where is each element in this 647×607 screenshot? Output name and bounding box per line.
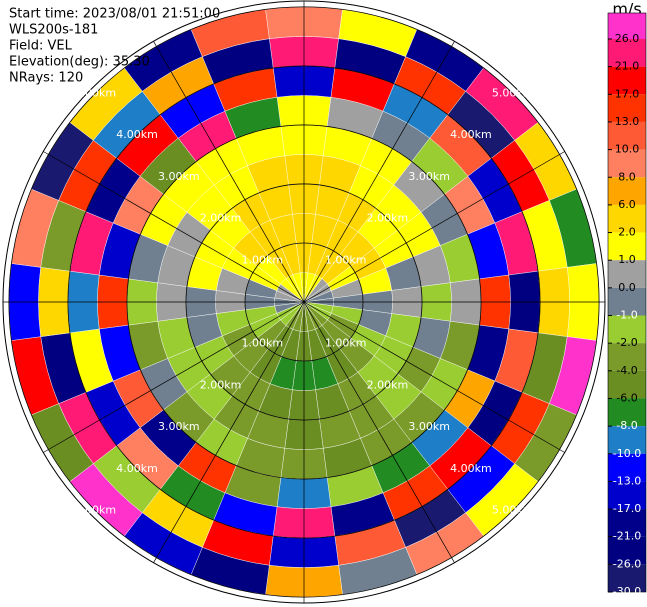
info-line: Field: VEL [9, 39, 73, 54]
range-ring [244, 242, 364, 362]
colorbar-tick-label: -4.0 [616, 364, 637, 377]
colorbar-tick-label: -8.0 [616, 419, 637, 432]
colorbar-segment [608, 315, 646, 344]
colorbar-segment [608, 13, 646, 39]
colorbar-segment [608, 260, 646, 288]
colorbar-segment [608, 287, 646, 316]
colorbar-tick-label: -26.0 [613, 557, 641, 570]
colorbar-segment [608, 536, 646, 565]
colorbar-tick-label: 10.0 [615, 143, 640, 156]
colorbar-segment [608, 453, 646, 482]
colorbar-segment [608, 94, 646, 122]
colorbar-segment [608, 343, 646, 371]
colorbar-tick-label: 1.0 [618, 253, 636, 266]
colorbar-tick-label: -2.0 [616, 336, 637, 349]
range-label: 2.00km [367, 378, 409, 391]
info-line: WLS200s-181 [9, 23, 98, 38]
colorbar-segment [608, 370, 646, 399]
range-label: 4.00km [116, 462, 158, 475]
range-label: 5.00km [492, 86, 534, 99]
colorbar-tick-label: 17.0 [615, 87, 640, 100]
colorbar-segment [608, 149, 646, 178]
colorbar-segment [608, 66, 646, 95]
range-label: 1.00km [325, 337, 367, 350]
range-label: 1.00km [325, 253, 367, 266]
colorbar-tick-label: -17.0 [613, 502, 641, 515]
colorbar-tick-label: 6.0 [618, 198, 636, 211]
range-label: 4.00km [450, 462, 492, 475]
range-label: 5.00km [492, 504, 534, 517]
colorbar-tick-label: -30.0 [613, 585, 641, 598]
colorbar-segment [608, 426, 646, 454]
colorbar-tick-label: -10.0 [613, 447, 641, 460]
range-label: 3.00km [408, 170, 450, 183]
colorbar-tick-label: 21.0 [615, 60, 640, 73]
colorbar-segment [608, 39, 646, 67]
colorbar-segment [608, 398, 646, 427]
range-label: 1.00km [241, 253, 283, 266]
colorbar-frame [607, 12, 647, 593]
overlay: 1.00km 1.00km 1.00km 1.00km 2.00km 2.00km 2.00… [2, 0, 606, 604]
colorbar-tick-label: 0.0 [618, 281, 636, 294]
info-line: NRays: 120 [9, 71, 83, 86]
colorbar-segment [608, 509, 646, 537]
radar-cells [8, 6, 600, 598]
range-label: 5.00km [75, 504, 117, 517]
range-label: 2.00km [367, 212, 409, 225]
range-label: 3.00km [408, 420, 450, 433]
range-label: 5.00km [75, 86, 117, 99]
range-label: 3.00km [158, 420, 200, 433]
colorbar-segment [608, 481, 646, 510]
colorbar-tick-label: 26.0 [615, 32, 640, 45]
info-line: Start time: 2023/08/01 21:51:00 [9, 7, 220, 22]
spoke [153, 41, 455, 563]
colorbar-tick-label: -21.0 [613, 530, 641, 543]
range-ring [126, 124, 482, 480]
colorbar-segment [608, 177, 646, 205]
colorbar-segment [608, 204, 646, 233]
info-line: Elevation(deg): 35.30 [9, 55, 150, 70]
colorbar-tick-label: -1.0 [616, 309, 637, 322]
colorbar-segment [608, 564, 646, 592]
range-label: 2.00km [200, 378, 242, 391]
range-label: 2.00km [200, 212, 242, 225]
info: Start time: 2023/08/01 21:51:00WLS200s-1… [9, 7, 220, 86]
colorbar-segment [608, 121, 646, 150]
colorbar-tick-label: -6.0 [616, 391, 637, 404]
colorbar-tick-label: 8.0 [618, 170, 636, 183]
range-ring [185, 183, 423, 421]
colorbar-tick-label: 2.0 [618, 226, 636, 239]
range-label: 4.00km [450, 128, 492, 141]
colorbar: m/s26.021.017.013.010.08.06.02.01.00.0-1… [607, 0, 647, 598]
range-label: 4.00km [116, 128, 158, 141]
range-label: 1.00km [241, 337, 283, 350]
range-ring [8, 6, 600, 598]
range-label: 3.00km [158, 170, 200, 183]
range-ring [67, 65, 541, 539]
colorbar-tick-label: -13.0 [613, 474, 641, 487]
colorbar-tick-label: 13.0 [615, 115, 640, 128]
colorbar-segment [608, 232, 646, 261]
